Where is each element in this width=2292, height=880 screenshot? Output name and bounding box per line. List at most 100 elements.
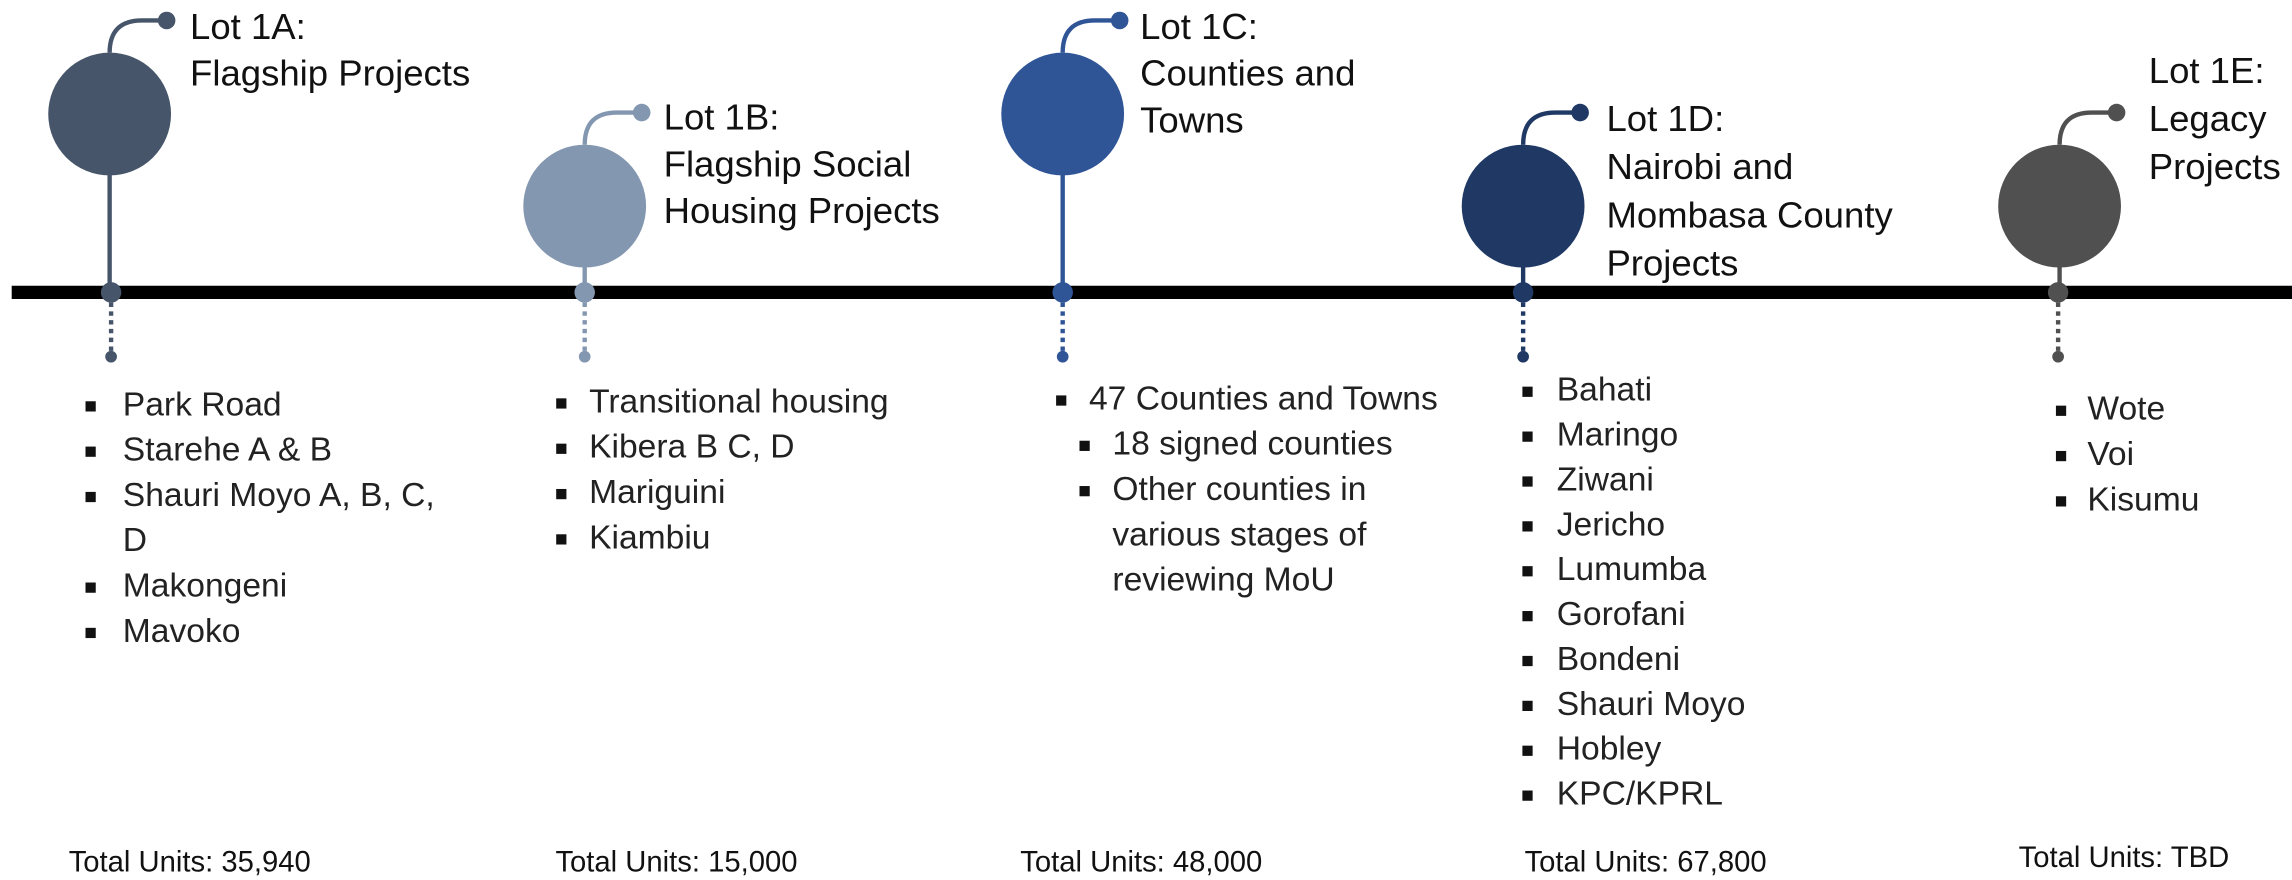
lot-title: Flagship Projects xyxy=(190,53,470,94)
list-item: Other counties in xyxy=(1112,471,1366,508)
list-item: Jericho xyxy=(1557,506,1665,543)
hook xyxy=(1520,110,1581,145)
bullet xyxy=(556,443,567,454)
list-item: Park Road xyxy=(123,386,282,423)
connector-dot xyxy=(105,350,117,363)
bullet xyxy=(2055,496,2067,507)
lot: Lot 1A: Flagship Projects Park Road Starehe… xyxy=(48,6,470,879)
connector-dot xyxy=(2052,350,2064,363)
list-item: Kibera B C, D xyxy=(589,429,794,466)
bullet xyxy=(1079,486,1090,497)
list-item: Ziwani xyxy=(1557,461,1654,498)
lot-circle xyxy=(523,144,647,268)
list-item: Starehe A & B xyxy=(123,432,332,469)
bullet xyxy=(85,627,96,639)
list-item: 18 signed counties xyxy=(1112,426,1392,463)
lot-title: Counties and xyxy=(1140,53,1355,94)
lot-circle xyxy=(1461,144,1585,268)
lot-title: Housing Projects xyxy=(664,190,940,231)
total-units: Total Units: 35,940 xyxy=(69,847,311,879)
list-item: Shauri Moyo A, B, C, xyxy=(123,477,435,514)
bullet xyxy=(1522,566,1533,577)
bullet xyxy=(1522,790,1533,801)
hook xyxy=(1060,18,1120,53)
connector-dot xyxy=(578,350,591,363)
lot-circle xyxy=(48,52,172,176)
lot-title: Nairobi and xyxy=(1606,146,1793,187)
total-units: Total Units: 67,800 xyxy=(1525,847,1767,879)
list-item: Bahati xyxy=(1557,372,1652,409)
lot-title: Lot 1D: xyxy=(1606,98,1724,139)
bullet xyxy=(1522,611,1533,622)
bullet xyxy=(1079,440,1090,451)
lot-title: Lot 1C: xyxy=(1140,6,1258,47)
bullet xyxy=(1056,395,1067,406)
hook xyxy=(2057,110,2117,145)
axis-dot xyxy=(1512,282,1534,303)
total-units: Total Units: 48,000 xyxy=(1020,847,1262,879)
lot: Lot 1D: Nairobi and Mombasa County Projects… xyxy=(1461,98,1893,879)
list-item: Maringo xyxy=(1557,417,1678,454)
list-item: KPC/KPRL xyxy=(1557,776,1723,813)
lot: Lot 1E: Legacy Projects Wote Voi Kisumu Total … xyxy=(1998,50,2281,874)
list-item: Voi xyxy=(2087,436,2134,473)
bullet xyxy=(85,401,96,412)
bullet xyxy=(556,534,567,545)
list-item: Mariguini xyxy=(589,474,725,511)
axis-dot xyxy=(574,282,595,303)
axis-dot xyxy=(100,282,122,303)
bullet xyxy=(556,398,567,409)
bullet xyxy=(1522,521,1533,532)
bullet xyxy=(2055,450,2067,462)
lot: Lot 1B: Flagship Social Housing Projects Tr… xyxy=(523,97,940,879)
lot-title: Lot 1E: xyxy=(2149,50,2265,91)
bullet xyxy=(85,491,96,503)
bullet xyxy=(1522,655,1533,667)
lot-title: Lot 1A: xyxy=(190,6,306,47)
connector-dot xyxy=(1517,350,1529,363)
bullet xyxy=(1522,700,1533,712)
list-item: Lumumba xyxy=(1557,551,1707,588)
bullet xyxy=(1522,431,1533,442)
list-item: Hobley xyxy=(1557,731,1662,768)
bullet xyxy=(1522,476,1533,487)
lot-title: Towns xyxy=(1140,99,1244,140)
hook-dot xyxy=(157,11,176,30)
hook-dot xyxy=(2107,103,2126,122)
bullet xyxy=(2055,405,2067,416)
lot: Lot 1C: Counties and Towns 47 Counties and … xyxy=(1001,6,1438,879)
hook-dot xyxy=(632,103,651,122)
bullet xyxy=(85,446,96,457)
list-item: 47 Counties and Towns xyxy=(1089,380,1438,417)
list-item: Mavoko xyxy=(123,613,241,650)
total-units: Total Units: 15,000 xyxy=(555,847,797,879)
lot-title: Legacy xyxy=(2149,98,2268,139)
list-item: Transitional housing xyxy=(589,383,889,420)
list-item: Bondeni xyxy=(1557,641,1680,678)
list-item: Wote xyxy=(2087,391,2165,428)
lot-circle xyxy=(1998,144,2121,268)
lot-circle xyxy=(1001,52,1125,176)
list-item: D xyxy=(123,522,147,559)
lot-title: Flagship Social xyxy=(664,143,912,184)
hook-dot xyxy=(1110,11,1129,30)
hook xyxy=(107,18,167,53)
total-units: Total Units: TBD xyxy=(2019,842,2230,874)
list-item: Kiambiu xyxy=(589,519,710,556)
lot-title: Projects xyxy=(2149,146,2281,187)
list-item: reviewing MoU xyxy=(1112,562,1334,599)
bullet xyxy=(556,488,567,500)
bullet xyxy=(85,582,96,593)
hook-dot xyxy=(1571,103,1589,122)
axis-dot xyxy=(2047,282,2069,303)
list-item: Makongeni xyxy=(123,568,287,605)
list-item: Shauri Moyo xyxy=(1557,686,1746,723)
list-item: Gorofani xyxy=(1557,596,1686,633)
connector-dot xyxy=(1056,350,1069,363)
lot-title: Projects xyxy=(1606,243,1738,284)
bullet xyxy=(1522,745,1533,756)
axis-dot xyxy=(1052,282,1073,303)
list-item: Kisumu xyxy=(2087,481,2199,518)
